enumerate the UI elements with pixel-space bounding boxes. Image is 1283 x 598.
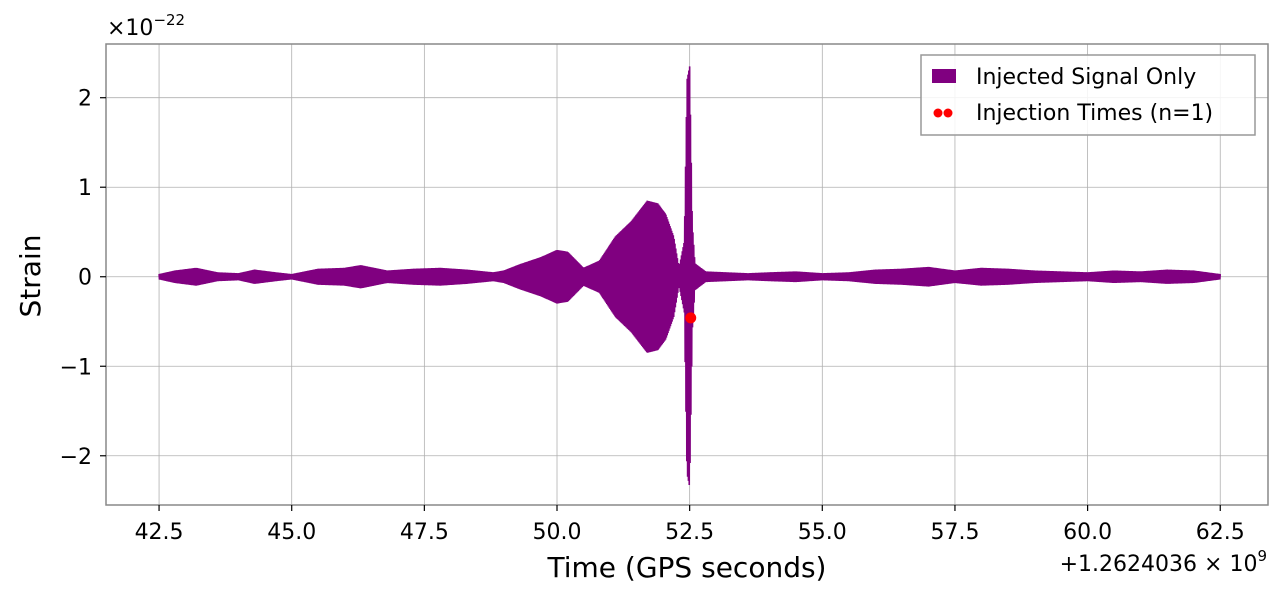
x-tick-label: 47.5 [400,520,449,545]
x-tick-label: 62.5 [1196,520,1245,545]
x-tick-label: 57.5 [930,520,979,545]
legend-marker-injection-times-2 [943,108,953,118]
y-tick-label: 2 [78,87,92,112]
legend: Injected Signal Only Injection Times (n=… [920,54,1256,136]
y-tick-label: 0 [78,266,92,291]
series-line-injected-signal [158,66,1222,486]
y-axis-label: Strain [14,235,47,318]
x-tick-label: 60.0 [1063,520,1112,545]
x-tick-label: 52.5 [665,520,714,545]
x-tick-label: 42.5 [135,520,184,545]
y-tick-label: −2 [60,445,92,470]
x-tick-label: 45.0 [267,520,316,545]
series-layer [158,66,1222,486]
x-offset-label: +1.2624036 × 109 [1060,547,1267,577]
x-offset-value: +1.2624036 [1060,552,1197,577]
x-tick-label: 55.0 [798,520,847,545]
x-tick-label: 50.0 [533,520,582,545]
y-tick-label: −1 [60,355,92,380]
plot-frame [105,43,1269,506]
injection-time-point [685,312,697,324]
legend-marker-injection-times-1 [933,108,943,118]
legend-box [920,54,1256,136]
legend-label-injected-signal: Injected Signal Only [976,65,1196,90]
legend-swatch-injected-signal [932,69,956,83]
y-scale-exponent: −22 [153,11,185,29]
x-axis-label: Time (GPS seconds) [547,551,827,584]
y-scale-label: ×10−22 [107,11,185,41]
axis-ticks: 42.5 45.0 47.5 50.0 52.5 55.0 57.5 60.0 62.5 −2 −1… [60,87,1245,545]
y-tick-label: 1 [78,176,92,201]
legend-label-injection-times: Injection Times (n=1) [976,101,1213,126]
